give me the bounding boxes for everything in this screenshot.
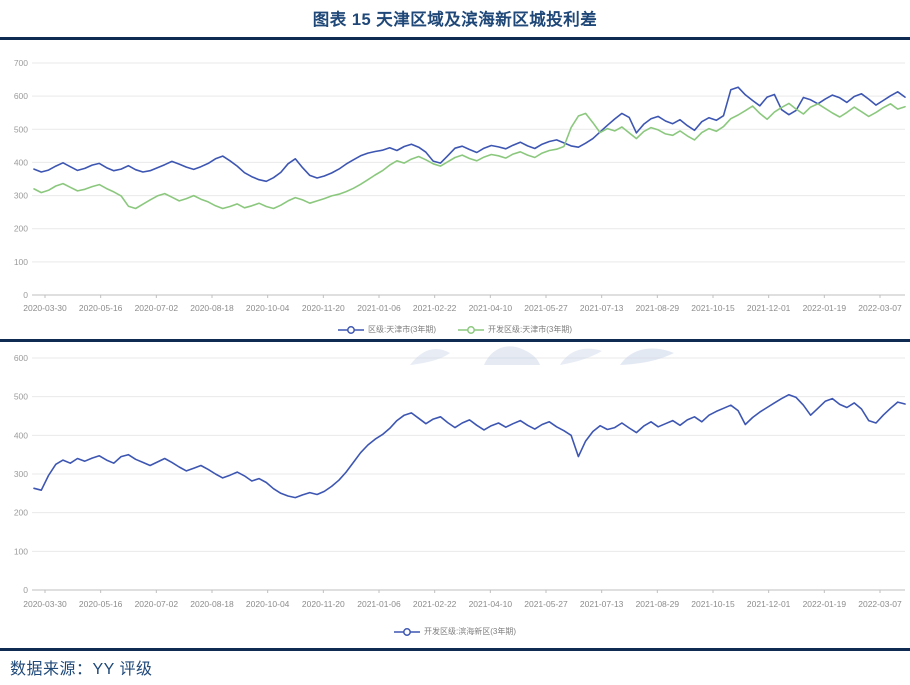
x-axis-tick-label: 2020-07-02 — [135, 303, 179, 313]
x-axis-tick-label: 2020-08-18 — [190, 599, 234, 609]
x-axis-tick-label: 2020-10-04 — [246, 599, 290, 609]
legend-label: 开发区级:滨海新区(3年期) — [424, 627, 516, 636]
x-axis-tick-label: 2022-01-19 — [803, 303, 847, 313]
top-divider-rule — [0, 37, 910, 40]
y-axis-tick-label: 200 — [14, 508, 28, 518]
y-axis-tick-label: 300 — [14, 191, 28, 201]
line-marker-icon — [394, 628, 420, 636]
legend-label: 区级:天津市(3年期) — [368, 325, 436, 334]
y-axis-tick-label: 600 — [14, 91, 28, 101]
x-axis-tick-label: 2021-05-27 — [524, 303, 568, 313]
middle-divider-rule — [0, 339, 910, 342]
x-axis-tick-label: 2020-05-16 — [79, 599, 123, 609]
x-axis-tick-label: 2022-03-07 — [858, 599, 902, 609]
x-axis-tick-label: 2021-10-15 — [691, 599, 735, 609]
y-axis-tick-label: 400 — [14, 430, 28, 440]
legend-label: 开发区级:天津市(3年期) — [488, 325, 572, 334]
line-marker-icon — [338, 326, 364, 334]
x-axis-tick-label: 2022-03-07 — [858, 303, 902, 313]
top-chart-legend: 区级:天津市(3年期) 开发区级:天津市(3年期) — [0, 323, 910, 337]
x-axis-tick-label: 2022-01-19 — [803, 599, 847, 609]
legend-item-devzone-tianjin: 开发区级:天津市(3年期) — [458, 325, 572, 335]
x-axis-tick-label: 2020-11-20 — [302, 599, 345, 609]
y-axis-tick-label: 0 — [23, 585, 28, 595]
legend-item-district-tianjin: 区级:天津市(3年期) — [338, 325, 436, 335]
line-marker-icon — [458, 326, 484, 334]
x-axis-tick-label: 2021-05-27 — [524, 599, 568, 609]
series-line-开发区级:滨海新区(3年期) — [33, 393, 906, 499]
x-axis-tick-label: 2020-05-16 — [79, 303, 123, 313]
y-axis-tick-label: 700 — [14, 58, 28, 68]
bottom-divider-rule — [0, 648, 910, 651]
x-axis-tick-label: 2020-03-30 — [23, 303, 67, 313]
x-axis-tick-label: 2021-08-29 — [636, 599, 680, 609]
x-axis-tick-label: 2021-04-10 — [469, 303, 513, 313]
series-line-区级:天津市(3年期) — [33, 86, 906, 183]
x-axis-tick-label: 2021-02-22 — [413, 599, 457, 609]
y-axis-tick-label: 100 — [14, 546, 28, 556]
x-axis-tick-label: 2021-07-13 — [580, 303, 624, 313]
data-source-note: 数据来源：YY 评级 — [10, 661, 153, 678]
bottom-chart-legend: 开发区级:滨海新区(3年期) — [0, 625, 910, 639]
x-axis-tick-label: 2021-02-22 — [413, 303, 457, 313]
y-axis-tick-label: 400 — [14, 157, 28, 167]
series-line-开发区级:天津市(3年期) — [33, 102, 906, 210]
x-axis-tick-label: 2020-08-18 — [190, 303, 234, 313]
y-axis-tick-label: 300 — [14, 469, 28, 479]
x-axis-tick-label: 2021-12-01 — [747, 599, 791, 609]
x-axis-tick-label: 2021-10-15 — [691, 303, 735, 313]
x-axis-tick-label: 2021-07-13 — [580, 599, 624, 609]
x-axis-tick-label: 2020-10-04 — [246, 303, 290, 313]
y-axis-tick-label: 600 — [14, 353, 28, 363]
x-axis-tick-label: 2021-01-06 — [357, 303, 401, 313]
y-axis-tick-label: 200 — [14, 224, 28, 234]
x-axis-tick-label: 2021-08-29 — [636, 303, 680, 313]
x-axis-tick-label: 2020-11-20 — [302, 303, 345, 313]
y-axis-tick-label: 100 — [14, 257, 28, 267]
x-axis-tick-label: 2021-12-01 — [747, 303, 791, 313]
figure-title: 图表 15 天津区域及滨海新区城投利差 — [312, 11, 598, 29]
y-axis-tick-label: 500 — [14, 392, 28, 402]
x-axis-tick-label: 2020-07-02 — [135, 599, 179, 609]
legend-item-devzone-binhai: 开发区级:滨海新区(3年期) — [394, 627, 516, 637]
x-axis-tick-label: 2020-03-30 — [23, 599, 67, 609]
x-axis-tick-label: 2021-04-10 — [469, 599, 513, 609]
y-axis-tick-label: 500 — [14, 124, 28, 134]
x-axis-tick-label: 2021-01-06 — [357, 599, 401, 609]
y-axis-tick-label: 0 — [23, 290, 28, 300]
